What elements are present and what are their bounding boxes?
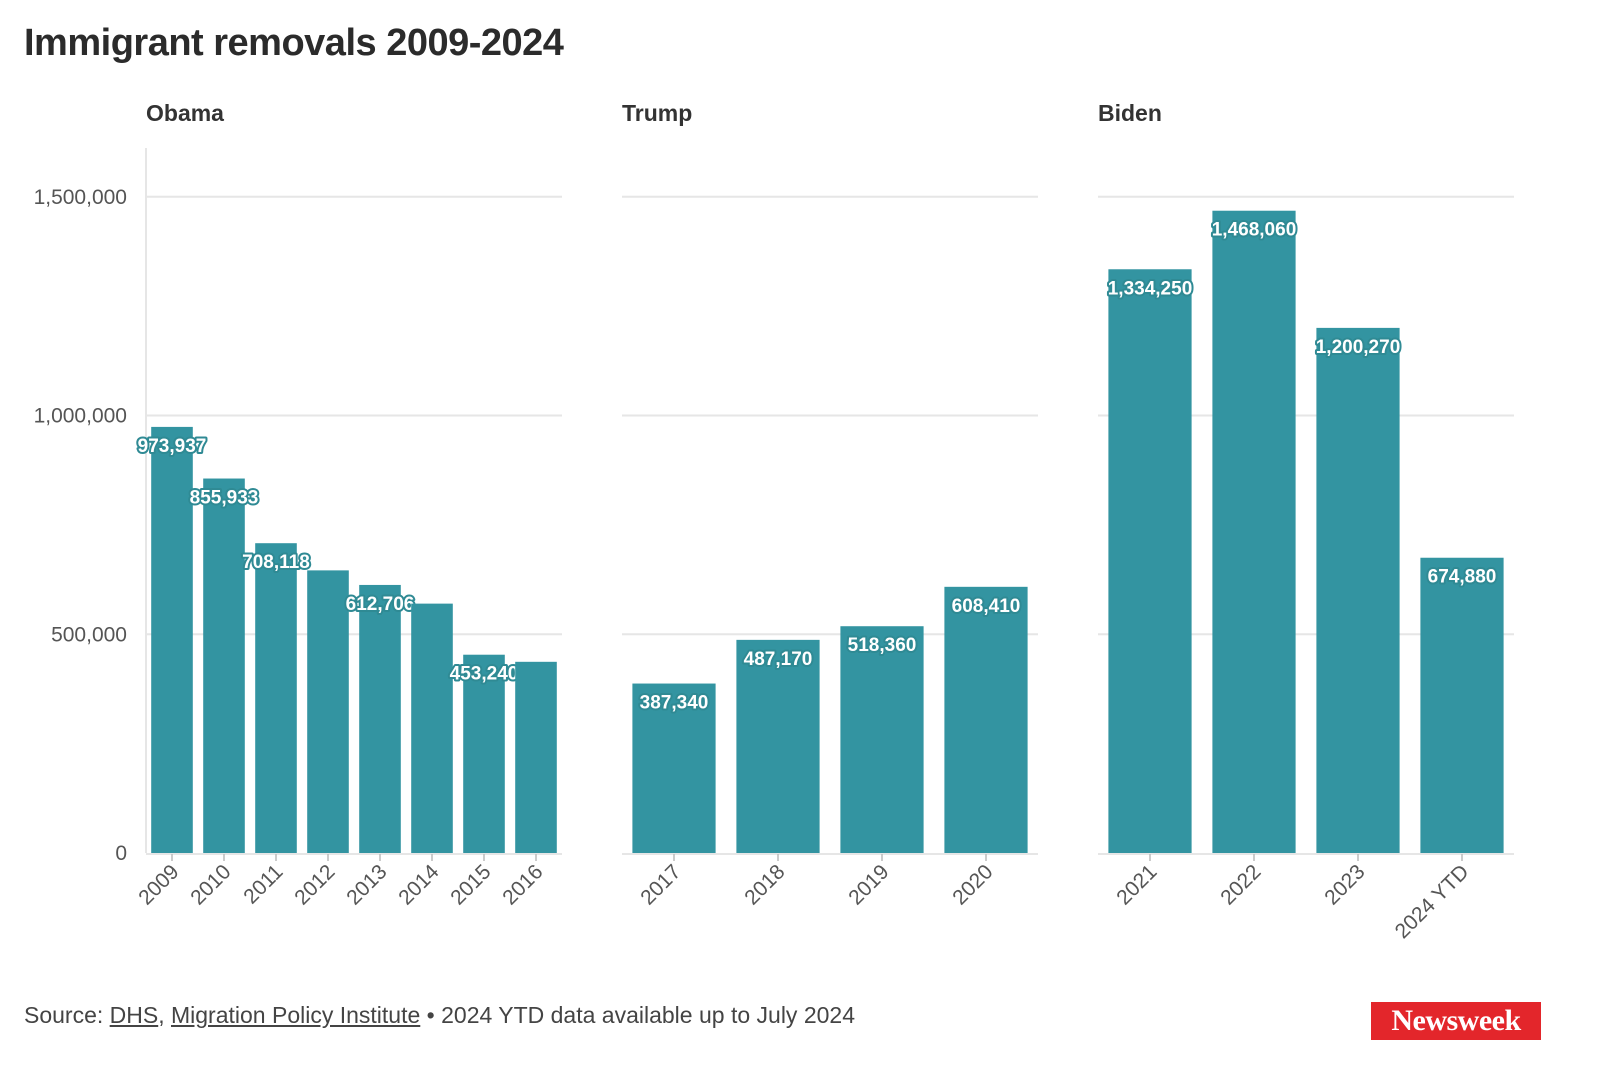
x-tick-label: 2022 — [1216, 860, 1265, 909]
bar-2010 — [203, 478, 245, 853]
x-tick-label: 2009 — [134, 860, 183, 909]
data-label: 387,340 — [640, 693, 709, 714]
y-tick-label: 0 — [115, 842, 127, 865]
y-tick-label: 500,000 — [51, 623, 127, 646]
data-label: 612,706 — [346, 594, 415, 615]
source-link-dhs[interactable]: DHS — [109, 1002, 159, 1028]
data-label: 487,170 — [744, 649, 813, 670]
x-tick-label: 2014 — [394, 860, 444, 910]
data-label: 708,118 — [242, 552, 310, 573]
data-label: 453,240 — [450, 664, 519, 685]
x-tick-label: 2024 YTD — [1391, 860, 1474, 943]
panel-title-trump: Trump — [622, 100, 692, 126]
bar-2017 — [632, 683, 716, 853]
data-label: 1,468,060 — [1212, 220, 1297, 241]
data-label: 674,880 — [1428, 567, 1497, 588]
bar-2021 — [1108, 269, 1192, 853]
source-link-mpi[interactable]: Migration Policy Institute — [171, 1002, 421, 1028]
x-tick-label: 2017 — [636, 860, 685, 909]
x-tick-label: 2011 — [239, 860, 287, 908]
bar-2022 — [1212, 210, 1296, 853]
bar-2014 — [411, 603, 453, 853]
x-tick-label: 2015 — [446, 860, 495, 909]
bar-2016 — [515, 661, 557, 853]
bar-2013 — [359, 584, 401, 853]
x-tick-label: 2013 — [342, 860, 391, 909]
y-tick-label: 1,000,000 — [34, 405, 127, 428]
newsweek-logo: Newsweek — [1371, 1002, 1541, 1040]
x-tick-label: 2016 — [498, 860, 547, 909]
bar-2015 — [463, 654, 505, 853]
data-label: 1,200,270 — [1316, 337, 1401, 358]
x-tick-label: 2021 — [1112, 860, 1161, 909]
bar-2019 — [840, 626, 924, 853]
bar-2018 — [736, 639, 820, 853]
x-tick-label: 2018 — [740, 860, 789, 909]
source-prefix: Source: — [24, 1002, 104, 1028]
bar-2011 — [255, 543, 297, 853]
x-tick-label: 2023 — [1320, 860, 1369, 909]
x-tick-label: 2012 — [290, 860, 339, 909]
data-label: 973,937 — [138, 436, 207, 457]
bar-2009 — [151, 426, 193, 853]
bar-2012 — [307, 570, 349, 853]
source-footer: Source: DHS, Migration Policy Institute … — [24, 1002, 855, 1029]
panel-title-biden: Biden — [1098, 100, 1162, 126]
bar-2023 — [1316, 327, 1400, 854]
source-separator: , — [158, 1002, 165, 1028]
x-tick-label: 2020 — [948, 860, 997, 909]
x-tick-label: 2010 — [186, 860, 235, 909]
data-label: 1,334,250 — [1108, 278, 1193, 299]
bar-2024-ytd — [1420, 557, 1504, 853]
data-label: 855,933 — [190, 488, 259, 509]
panel-title-obama: Obama — [146, 100, 224, 126]
source-note: • 2024 YTD data available up to July 202… — [426, 1002, 855, 1028]
data-label: 608,410 — [952, 596, 1021, 617]
chart-title: Immigrant removals 2009-2024 — [24, 22, 564, 64]
bar-2020 — [944, 586, 1028, 853]
y-tick-label: 1,500,000 — [34, 186, 127, 209]
data-label: 518,360 — [848, 635, 917, 656]
x-tick-label: 2019 — [844, 860, 893, 909]
